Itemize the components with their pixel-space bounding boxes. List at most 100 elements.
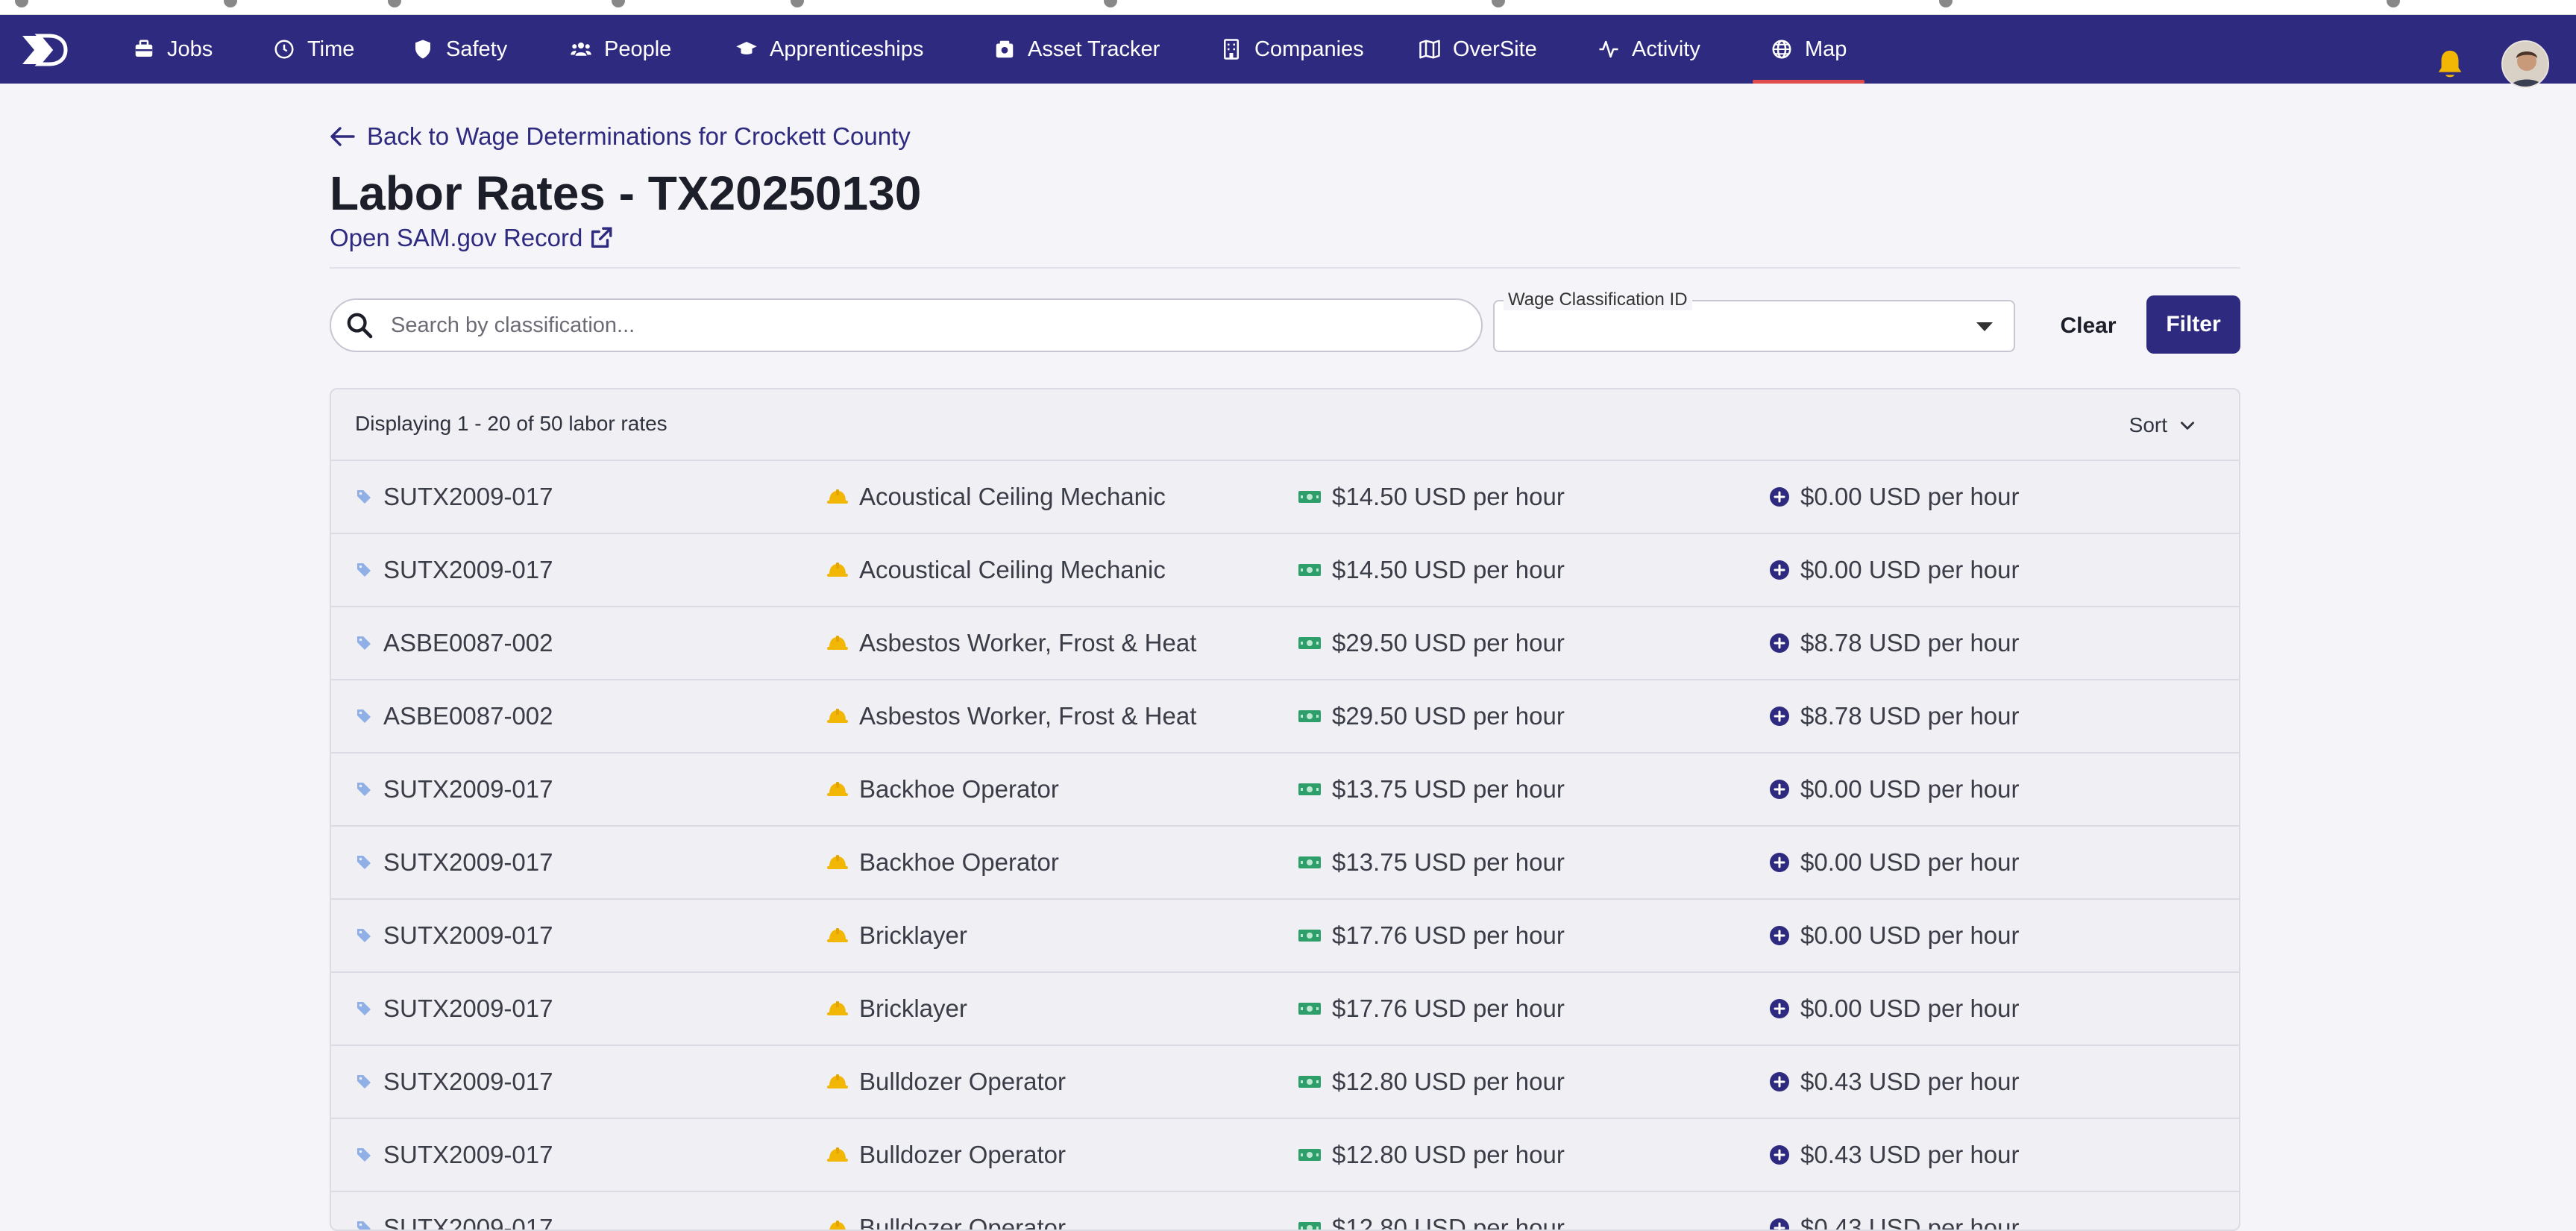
bookmark-item[interactable]	[388, 0, 409, 10]
chevron-down-icon	[1976, 322, 1993, 331]
wage-id: SUTX2009-017	[383, 994, 553, 1022]
notifications-bell-icon[interactable]	[2433, 48, 2467, 82]
tag-icon	[357, 563, 371, 577]
fringe-cell: $8.78 USD per hour	[1769, 607, 2020, 679]
base-rate-cell: $12.80 USD per hour	[1298, 1119, 1565, 1191]
table-row[interactable]: SUTX2009-017 Bricklayer $17.76 USD per h…	[331, 900, 2239, 973]
classification-cell: Asbestos Worker, Frost & Heat	[826, 607, 1196, 679]
nav-item-asset-tracker[interactable]: Asset Tracker	[993, 15, 1160, 84]
plus-circle-icon	[1770, 926, 1789, 945]
nav-item-safety[interactable]: Safety	[412, 15, 507, 84]
hard-hat-icon	[827, 636, 848, 650]
bookmark-item[interactable]	[15, 0, 36, 10]
table-row[interactable]: ASBE0087-002 Asbestos Worker, Frost & He…	[331, 607, 2239, 680]
base-rate: $13.75 USD per hour	[1332, 848, 1565, 876]
bookmark-item[interactable]	[612, 0, 632, 10]
classification-cell: Asbestos Worker, Frost & Heat	[826, 680, 1196, 752]
page-title: Labor Rates - TX20250130	[330, 166, 922, 220]
fringe-rate: $0.43 USD per hour	[1800, 1214, 2020, 1231]
nav-label: People	[604, 37, 672, 61]
bookmark-item[interactable]	[1492, 0, 1512, 10]
table-row[interactable]: SUTX2009-017 Bricklayer $17.76 USD per h…	[331, 973, 2239, 1046]
active-tab-indicator	[1753, 80, 1865, 84]
tag-icon	[357, 636, 371, 650]
nav-item-map[interactable]: Map	[1753, 15, 1865, 84]
nav-item-oversite[interactable]: OverSite	[1419, 15, 1537, 84]
nav-item-jobs[interactable]: Jobs	[133, 15, 213, 84]
wage-id-cell: SUTX2009-017	[355, 1119, 553, 1191]
fringe-cell: $0.00 USD per hour	[1769, 900, 2020, 971]
table-row[interactable]: SUTX2009-017 Bulldozer Operator $12.80 U…	[331, 1192, 2239, 1231]
fringe-rate: $0.43 USD per hour	[1800, 1068, 2020, 1095]
base-rate: $13.75 USD per hour	[1332, 775, 1565, 803]
wage-id-cell: SUTX2009-017	[355, 461, 553, 533]
base-rate-cell: $29.50 USD per hour	[1298, 607, 1565, 679]
classification-cell: Bulldozer Operator	[826, 1119, 1066, 1191]
user-avatar[interactable]	[2501, 40, 2549, 88]
base-rate-cell: $12.80 USD per hour	[1298, 1192, 1565, 1231]
bookmark-item[interactable]	[2387, 0, 2407, 10]
base-rate: $12.80 USD per hour	[1332, 1214, 1565, 1231]
bookmark-item[interactable]	[224, 0, 245, 10]
table-row[interactable]: SUTX2009-017 Acoustical Ceiling Mechanic…	[331, 461, 2239, 534]
table-row[interactable]: SUTX2009-017 Bulldozer Operator $12.80 U…	[331, 1046, 2239, 1119]
filter-button[interactable]: Filter	[2146, 295, 2240, 354]
classification: Asbestos Worker, Frost & Heat	[859, 702, 1197, 730]
nav-item-people[interactable]: People	[570, 15, 671, 84]
wage-classification-select[interactable]: Wage Classification ID	[1493, 289, 2015, 352]
classification-cell: Bricklayer	[826, 900, 967, 971]
table-row[interactable]: SUTX2009-017 Backhoe Operator $13.75 USD…	[331, 754, 2239, 827]
clear-button[interactable]: Clear	[2043, 298, 2133, 354]
nav-item-time[interactable]: Time	[273, 15, 354, 84]
nav-item-apprenticeships[interactable]: Apprenticeships	[735, 15, 923, 84]
nav-item-activity[interactable]: Activity	[1598, 15, 1700, 84]
back-to-wage-determinations-link[interactable]: Back to Wage Determinations for Crockett…	[330, 119, 911, 154]
search-input[interactable]	[389, 312, 1433, 339]
tag-icon	[357, 1148, 371, 1162]
fringe-cell: $8.78 USD per hour	[1769, 680, 2020, 752]
app-logo-icon[interactable]	[19, 33, 69, 67]
hard-hat-icon	[827, 709, 848, 723]
back-link-label: Back to Wage Determinations for Crockett…	[367, 122, 911, 150]
sort-label: Sort	[2129, 413, 2167, 436]
open-sam-gov-link[interactable]: Open SAM.gov Record	[330, 221, 614, 255]
table-row[interactable]: SUTX2009-017 Bulldozer Operator $12.80 U…	[331, 1119, 2239, 1192]
classification: Bulldozer Operator	[859, 1068, 1066, 1095]
sort-button[interactable]: Sort	[2125, 409, 2202, 442]
nav-item-companies[interactable]: Companies	[1220, 15, 1364, 84]
hard-hat-icon	[827, 563, 848, 577]
tag-icon	[357, 710, 371, 723]
bookmark-item[interactable]	[1104, 0, 1125, 10]
hard-hat-icon	[827, 1001, 848, 1015]
tag-icon	[357, 929, 371, 942]
activity-icon	[1599, 40, 1618, 58]
table-row[interactable]: SUTX2009-017 Backhoe Operator $13.75 USD…	[331, 827, 2239, 900]
bookmark-item[interactable]	[1939, 0, 1960, 10]
shield-icon	[415, 40, 430, 59]
wage-id: SUTX2009-017	[383, 1141, 553, 1168]
search-box[interactable]	[330, 298, 1483, 352]
table-row[interactable]: ASBE0087-002 Asbestos Worker, Frost & He…	[331, 680, 2239, 754]
nav-label: Jobs	[167, 37, 213, 61]
fringe-cell: $0.00 USD per hour	[1769, 973, 2020, 1044]
table-row[interactable]: SUTX2009-017 Acoustical Ceiling Mechanic…	[331, 534, 2239, 607]
wage-classification-label: Wage Classification ID	[1504, 289, 1692, 310]
cash-icon	[1298, 1076, 1321, 1088]
classification: Backhoe Operator	[859, 775, 1059, 803]
hard-hat-icon	[827, 1147, 848, 1162]
tag-icon	[357, 856, 371, 869]
hard-hat-icon	[827, 855, 848, 869]
fringe-rate: $0.00 USD per hour	[1800, 848, 2020, 876]
classification: Asbestos Worker, Frost & Heat	[859, 629, 1197, 657]
plus-circle-icon	[1770, 707, 1789, 726]
wage-id: SUTX2009-017	[383, 848, 553, 876]
hard-hat-icon	[829, 1221, 846, 1230]
wage-id: SUTX2009-017	[383, 775, 553, 803]
bookmark-item[interactable]	[791, 0, 811, 10]
external-link-icon	[591, 227, 612, 248]
hard-hat-icon	[827, 928, 848, 942]
map-fold-icon	[1419, 40, 1440, 59]
fringe-cell: $0.00 USD per hour	[1769, 461, 2020, 533]
fringe-rate: $0.00 USD per hour	[1800, 775, 2020, 803]
plus-circle-icon	[1770, 1145, 1789, 1165]
